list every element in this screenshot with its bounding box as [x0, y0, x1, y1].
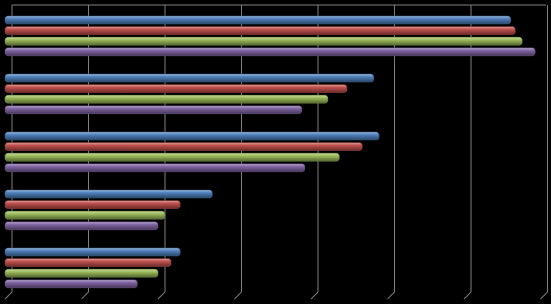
bar — [4, 105, 303, 115]
bar — [4, 142, 363, 151]
bar — [4, 47, 536, 57]
bar — [4, 152, 340, 162]
bar — [4, 73, 375, 83]
bar — [4, 15, 511, 25]
bar — [4, 221, 159, 231]
bar — [4, 163, 306, 173]
bar — [4, 131, 380, 141]
bar — [4, 279, 138, 289]
bar — [4, 84, 348, 93]
bar — [4, 36, 523, 46]
grid-floor — [81, 291, 89, 300]
grid-floor — [234, 291, 242, 300]
grid-floor — [310, 291, 319, 300]
bar — [4, 258, 172, 267]
grid-floor — [387, 291, 395, 300]
bar — [4, 189, 213, 199]
bar — [4, 210, 166, 220]
bar — [4, 26, 516, 35]
grid-floor — [157, 291, 166, 300]
bar — [4, 200, 181, 209]
bar — [4, 247, 181, 257]
bar — [4, 268, 159, 278]
grid-floor — [540, 291, 548, 300]
grid-floor — [4, 291, 13, 300]
grid-floor — [463, 291, 472, 300]
bar — [4, 94, 329, 104]
